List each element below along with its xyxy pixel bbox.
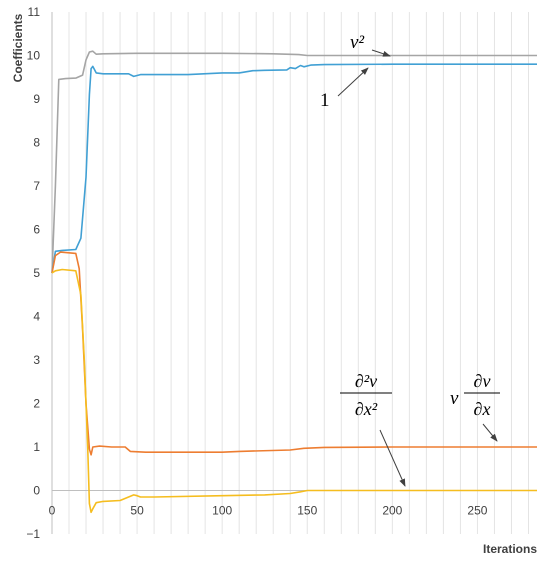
x-axis-title: Iterations [483, 542, 537, 556]
y-tick-label: 6 [33, 223, 40, 237]
annotation-dv-numerator: ∂v [474, 371, 491, 391]
series-line-3 [51, 268, 537, 514]
y-tick-label: 1 [33, 440, 40, 454]
y-tick-label: 11 [28, 5, 41, 19]
y-tick-label: 2 [33, 397, 40, 411]
annotation-second-derivative: ∂²v ∂x² [340, 371, 406, 487]
series-line-0 [51, 50, 537, 274]
annotation-arrow-vdv [482, 423, 498, 442]
x-tick-labels: 0 50 100 150 200 250 [49, 504, 488, 518]
x-tick-label: 100 [212, 504, 232, 518]
y-tick-label: 9 [33, 92, 40, 106]
annotation-d2v-numerator: ∂²v [355, 371, 377, 391]
series-lines [51, 50, 537, 514]
x-tick-label: 0 [49, 504, 56, 518]
annotation-v-squared: v² [350, 32, 391, 57]
y-tick-label: 5 [33, 266, 40, 280]
annotation-arrow-d2v [379, 429, 406, 487]
y-tick-label: 0 [33, 484, 40, 498]
series-line-1 [51, 63, 537, 274]
series-line-2 [51, 251, 537, 456]
annotation-v-factor: v [450, 388, 459, 409]
y-tick-label: 4 [33, 310, 40, 324]
annotation-dv-denominator: ∂x [474, 399, 491, 419]
annotation-arrow-one [337, 67, 369, 97]
y-tick-label: 10 [27, 49, 41, 63]
y-tick-label: 3 [33, 353, 40, 367]
annotation-label-one: 1 [320, 90, 330, 111]
y-tick-labels: −1 0 1 2 3 4 5 6 7 8 9 10 11 [26, 5, 40, 541]
annotation-label-v-squared: v² [350, 32, 364, 53]
y-tick-label: 8 [33, 136, 40, 150]
vertical-gridlines [68, 12, 529, 534]
x-tick-label: 250 [467, 504, 487, 518]
x-tick-label: 50 [130, 504, 144, 518]
annotation-one: 1 [320, 67, 369, 111]
x-tick-label: 150 [297, 504, 317, 518]
annotation-arrow-v-squared [371, 49, 391, 57]
y-tick-label: 7 [33, 179, 40, 193]
x-tick-label: 200 [382, 504, 402, 518]
y-tick-label: −1 [26, 527, 40, 541]
y-axis-title: Coefficients [11, 13, 25, 82]
annotation-advection: v ∂v ∂x [450, 371, 500, 442]
annotation-d2v-denominator: ∂x² [355, 399, 378, 419]
